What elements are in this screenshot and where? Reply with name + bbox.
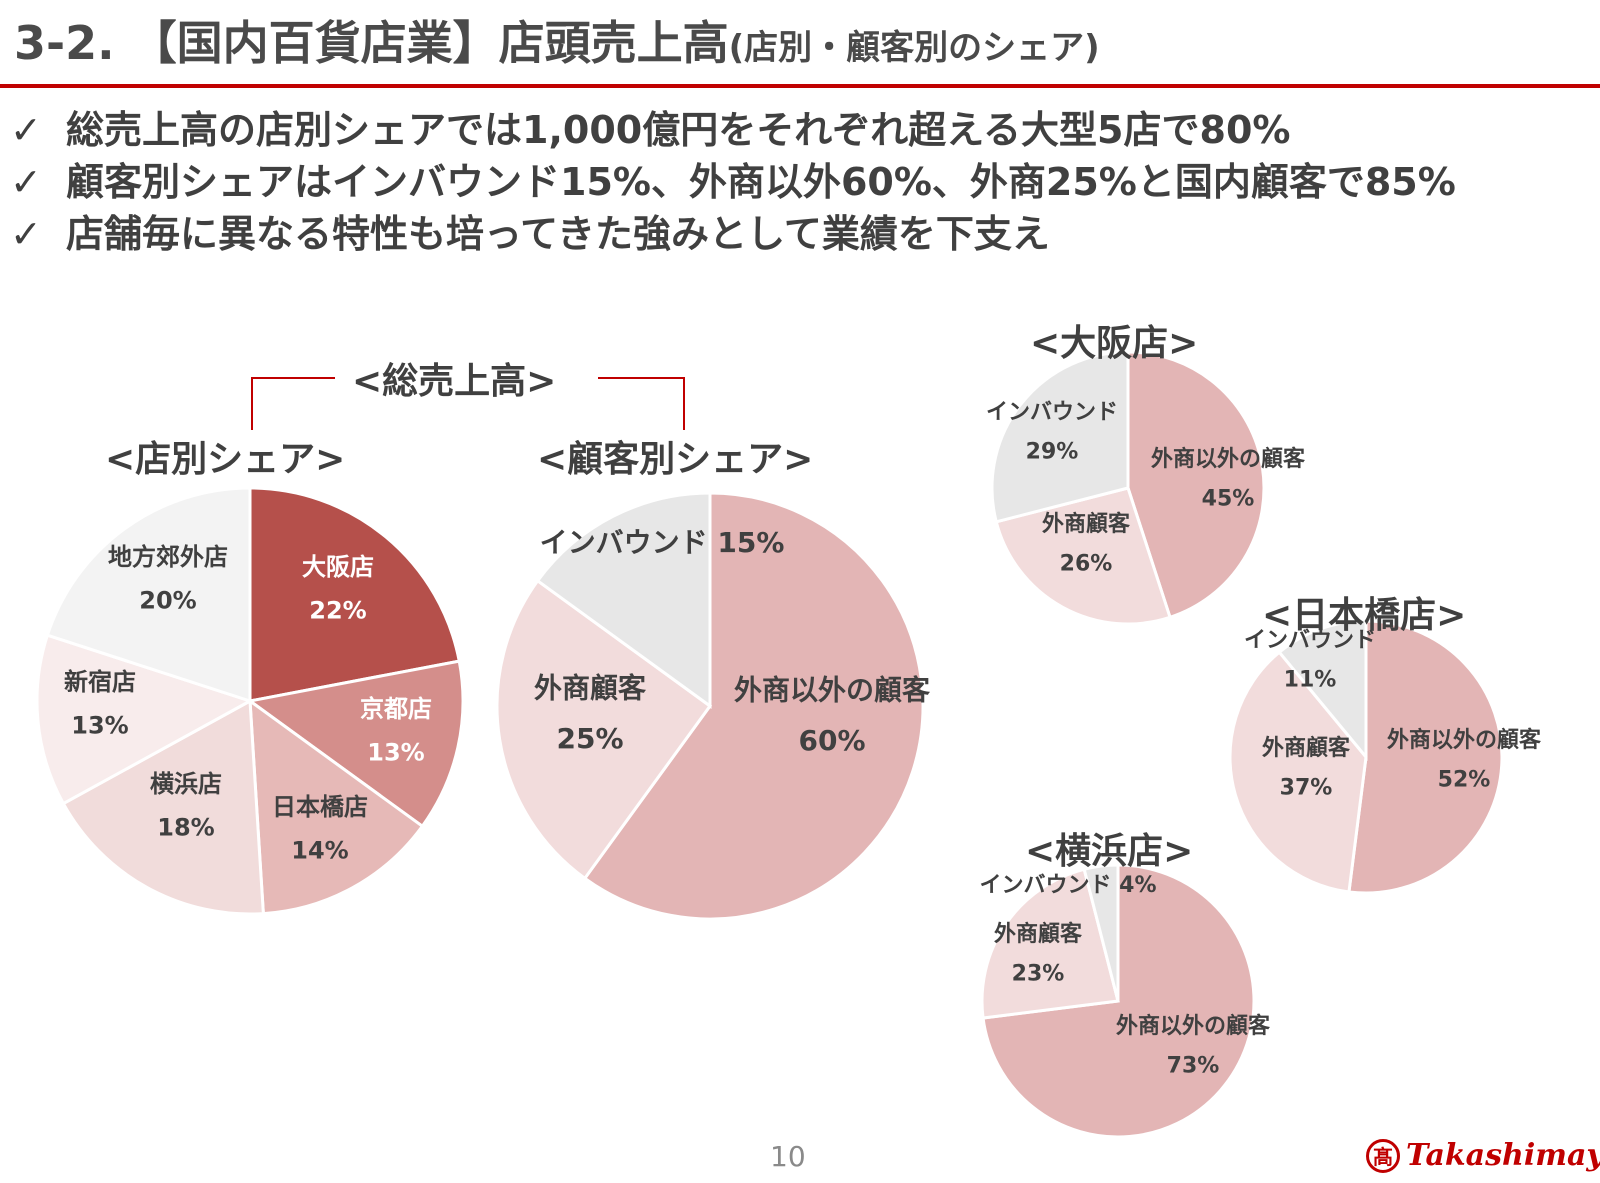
pie-slice — [981, 863, 1256, 1139]
pie-slice — [61, 698, 265, 916]
pie-slice — [990, 350, 1130, 524]
bullet-item: ✓ 店舗毎に異なる特性も培ってきた強みとして業績を下支え — [10, 208, 1600, 260]
pie-slice — [1126, 350, 1266, 620]
pie-slice — [1228, 650, 1368, 894]
osaka-heading: <大阪店> — [1030, 323, 1199, 364]
customer-share-heading: <顧客別シェア> — [537, 439, 814, 480]
check-icon: ✓ — [10, 160, 42, 204]
slice-value-label: 18% — [157, 813, 214, 841]
page-title: 3-2. 【国内百貨店業】店頭売上高(店別・顧客別のシェア) — [14, 8, 1594, 78]
title-main: 3-2. 【国内百貨店業】店頭売上高 — [14, 16, 729, 70]
nihonbashi-heading: <日本橋店> — [1262, 595, 1467, 636]
total-bracket-left — [251, 377, 335, 430]
pie-slice — [535, 491, 712, 709]
slice-value-label: 60% — [798, 724, 865, 757]
pie-slice — [45, 486, 252, 704]
bullet-text: 総売上高の店別シェアでは1,000億円をそれぞれ超える大型5店で80% — [66, 108, 1291, 152]
slice-value-label: 22% — [309, 596, 366, 624]
slice-label: 外商以外の顧客 — [1116, 1013, 1271, 1039]
slice-label: 外商以外の顧客 — [1151, 446, 1306, 472]
slice-label: 地方郊外店 — [108, 543, 228, 571]
takashimaya-mark-icon: 髙 — [1366, 1138, 1400, 1173]
slice-value-label: 23% — [1012, 962, 1065, 987]
slice-value-label: 73% — [1167, 1054, 1220, 1079]
yokohama-heading: <横浜店> — [1025, 831, 1194, 872]
customer-share-pie: 外商以外の顧客 60% 外商顧客 25% インバウンド 15% — [495, 491, 931, 921]
page-number: 10 — [770, 1140, 806, 1173]
slice-label: 外商以外の顧客 — [734, 673, 931, 706]
slice-label: 外商顧客 — [994, 921, 1083, 947]
pie-slice — [582, 491, 925, 921]
pie-slice — [1347, 619, 1504, 895]
title-sub: (店別・顧客別のシェア) — [728, 28, 1100, 68]
slice-value-label: 37% — [1280, 776, 1333, 801]
total-bracket-right — [598, 377, 685, 430]
slice-value-label: 29% — [1026, 440, 1079, 465]
slice-value-label: 13% — [71, 711, 128, 739]
pie-slice — [248, 697, 425, 916]
store-share-heading: <店別シェア> — [105, 439, 346, 480]
slice-value-label: 13% — [367, 738, 424, 766]
slice-label: インバウンド 4% — [979, 873, 1156, 898]
slice-label: 横浜店 — [150, 770, 222, 798]
logo-text: Takashimaya — [1406, 1138, 1600, 1173]
bullet-text: 店舗毎に異なる特性も培ってきた強みとして業績を下支え — [66, 212, 1050, 256]
pie-slice — [495, 578, 713, 881]
slice-value-label: 25% — [556, 722, 623, 755]
slice-label: 日本橋店 — [272, 793, 368, 821]
total-sales-heading: <総売上高> — [352, 361, 557, 402]
slice-label: 外商顧客 — [1042, 511, 1131, 537]
slice-label: 大阪店 — [302, 553, 374, 581]
slice-label: インバウンド — [986, 400, 1118, 425]
bullet-text: 顧客別シェアはインバウンド15%、外商以外60%、外商25%と国内顧客で85% — [66, 160, 1456, 204]
pie-slice — [1277, 619, 1368, 762]
slice-value-label: 26% — [1060, 552, 1113, 577]
slice-value-label: 20% — [139, 586, 196, 614]
title-underline — [0, 84, 1600, 88]
slice-value-label: 45% — [1202, 487, 1255, 512]
pie-slice — [980, 867, 1120, 1020]
slice-label: 京都店 — [360, 695, 432, 723]
pie-slice — [1082, 863, 1120, 1002]
yokohama-pie: 外商以外の顧客 73% 外商顧客 23% インバウンド 4% — [979, 863, 1271, 1139]
check-icon: ✓ — [10, 108, 42, 152]
check-icon: ✓ — [10, 212, 42, 256]
slice-label: 新宿店 — [64, 668, 136, 696]
company-logo: 髙 Takashimaya — [1366, 1138, 1600, 1173]
bullet-item: ✓ 顧客別シェアはインバウンド15%、外商以外60%、外商25%と国内顧客で85… — [10, 156, 1600, 208]
slice-value-label: 11% — [1284, 668, 1337, 693]
store-share-pie: 大阪店 22% 京都店 13% 日本橋店 14% 横浜店 18% 新宿店 13% 地方郊外店 20% — [35, 486, 465, 916]
bullet-item: ✓ 総売上高の店別シェアでは1,000億円をそれぞれ超える大型5店で80% — [10, 104, 1600, 156]
slice-label: 外商顧客 — [534, 671, 647, 704]
pie-slice — [248, 486, 461, 703]
osaka-pie: 外商以外の顧客 45% 外商顧客 26% インバウンド 29% — [986, 350, 1306, 626]
slice-value-label: 52% — [1438, 768, 1491, 793]
slice-label: 外商以外の顧客 — [1387, 727, 1542, 753]
pie-slice — [994, 486, 1172, 626]
slice-label: 外商顧客 — [1262, 735, 1351, 761]
pie-slice — [246, 659, 465, 829]
slice-value-label: 14% — [291, 836, 348, 864]
slice-label: インバウンド 15% — [540, 526, 785, 559]
pie-slice — [35, 633, 254, 806]
bullet-list: ✓ 総売上高の店別シェアでは1,000億円をそれぞれ超える大型5店で80% ✓ … — [10, 104, 1600, 260]
